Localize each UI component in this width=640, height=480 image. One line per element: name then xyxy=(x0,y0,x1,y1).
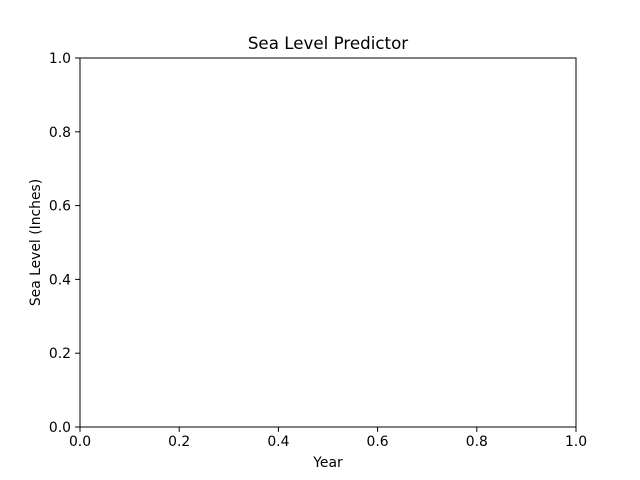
y-tick: 0.2 xyxy=(49,346,80,362)
y-axis-ticks: 0.0 0.2 0.4 0.6 0.8 1.0 xyxy=(49,51,80,436)
x-tick-label: 0.0 xyxy=(69,434,91,450)
axes-frame xyxy=(79,57,577,428)
x-tick: 0.6 xyxy=(367,427,389,450)
y-tick: 0.0 xyxy=(49,420,80,436)
x-tick-label: 0.6 xyxy=(367,434,389,450)
x-tick: 0.0 xyxy=(69,427,91,450)
y-tick-label: 1.0 xyxy=(49,51,71,67)
y-tick-label: 0.0 xyxy=(49,420,71,436)
y-tick: 0.6 xyxy=(49,199,80,215)
x-tick: 1.0 xyxy=(565,427,587,450)
x-tick-label: 0.2 xyxy=(168,434,190,450)
x-tick-label: 0.4 xyxy=(267,434,289,450)
y-tick-label: 0.2 xyxy=(49,346,71,362)
x-tick: 0.8 xyxy=(466,427,488,450)
x-tick: 0.2 xyxy=(168,427,190,450)
x-axis-ticks: 0.0 0.2 0.4 0.6 0.8 1.0 xyxy=(69,427,587,450)
x-axis-label: Year xyxy=(312,455,343,471)
x-tick-label: 0.8 xyxy=(466,434,488,450)
y-tick-label: 0.4 xyxy=(49,272,71,288)
y-tick: 0.8 xyxy=(49,125,80,141)
y-axis-label: Sea Level (Inches) xyxy=(28,179,44,306)
plot-area: 0.0 0.2 0.4 0.6 0.8 1.0 0.0 0.2 0.4 0.6 0.8 1.0 xyxy=(49,51,587,450)
chart-title: Sea Level Predictor xyxy=(248,33,408,53)
y-tick: 1.0 xyxy=(49,51,80,67)
y-tick-label: 0.6 xyxy=(49,199,71,215)
x-tick: 0.4 xyxy=(267,427,290,450)
y-tick-label: 0.8 xyxy=(49,125,71,141)
y-tick: 0.4 xyxy=(49,272,80,288)
x-tick-label: 1.0 xyxy=(565,434,587,450)
